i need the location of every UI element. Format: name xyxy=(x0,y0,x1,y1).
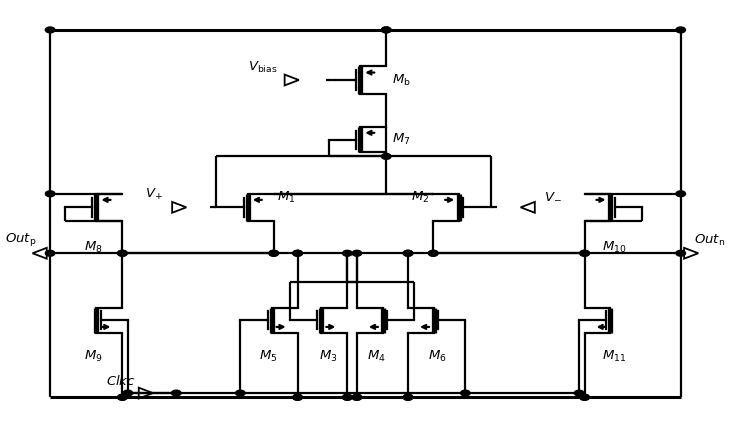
Circle shape xyxy=(118,250,127,256)
Circle shape xyxy=(45,191,55,197)
Circle shape xyxy=(118,394,127,400)
Circle shape xyxy=(352,250,361,256)
Circle shape xyxy=(429,250,438,256)
Circle shape xyxy=(382,27,391,33)
Text: $M_{2}$: $M_{2}$ xyxy=(412,190,430,205)
Circle shape xyxy=(118,394,127,400)
Circle shape xyxy=(580,250,589,256)
Circle shape xyxy=(236,390,245,396)
Circle shape xyxy=(429,250,438,256)
Circle shape xyxy=(342,394,352,400)
Circle shape xyxy=(461,390,470,396)
Circle shape xyxy=(352,394,361,400)
Text: $V_{-}$: $V_{-}$ xyxy=(544,190,561,202)
Circle shape xyxy=(580,394,589,400)
Text: $M_{6}$: $M_{6}$ xyxy=(428,349,447,364)
Circle shape xyxy=(403,250,412,256)
Circle shape xyxy=(293,250,302,256)
Circle shape xyxy=(580,394,589,400)
Text: $M_{\rm b}$: $M_{\rm b}$ xyxy=(392,72,410,88)
Text: $M_{1}$: $M_{1}$ xyxy=(277,190,296,205)
Circle shape xyxy=(403,394,412,400)
Circle shape xyxy=(403,394,412,400)
Circle shape xyxy=(269,250,279,256)
Circle shape xyxy=(676,27,685,33)
Circle shape xyxy=(123,390,133,396)
Text: $M_{11}$: $M_{11}$ xyxy=(602,349,626,364)
Circle shape xyxy=(45,27,55,33)
Circle shape xyxy=(382,154,391,159)
Circle shape xyxy=(45,250,55,256)
Text: $M_{4}$: $M_{4}$ xyxy=(366,349,385,364)
Text: $Out_{\rm p}$: $Out_{\rm p}$ xyxy=(5,231,37,248)
Text: $M_{3}$: $M_{3}$ xyxy=(319,349,337,364)
Circle shape xyxy=(172,390,181,396)
Circle shape xyxy=(342,394,352,400)
Circle shape xyxy=(293,250,302,256)
Circle shape xyxy=(403,250,412,256)
Circle shape xyxy=(580,250,589,256)
Text: $Clkc$: $Clkc$ xyxy=(106,374,135,388)
Circle shape xyxy=(352,394,361,400)
Circle shape xyxy=(342,250,352,256)
Circle shape xyxy=(118,250,127,256)
Text: $V_{+}$: $V_{+}$ xyxy=(145,187,164,202)
Circle shape xyxy=(269,250,279,256)
Text: $M_{5}$: $M_{5}$ xyxy=(259,349,277,364)
Text: $M_{7}$: $M_{7}$ xyxy=(392,132,410,147)
Text: $Out_{\rm n}$: $Out_{\rm n}$ xyxy=(694,233,726,248)
Text: $M_{9}$: $M_{9}$ xyxy=(84,349,102,364)
Text: $V_{\rm bias}$: $V_{\rm bias}$ xyxy=(248,60,278,75)
Circle shape xyxy=(382,27,391,33)
Circle shape xyxy=(676,250,685,256)
Text: $M_{10}$: $M_{10}$ xyxy=(602,240,626,255)
Circle shape xyxy=(676,191,685,197)
Circle shape xyxy=(293,394,302,400)
Text: $M_{8}$: $M_{8}$ xyxy=(84,240,102,255)
Circle shape xyxy=(293,394,302,400)
Circle shape xyxy=(575,390,584,396)
